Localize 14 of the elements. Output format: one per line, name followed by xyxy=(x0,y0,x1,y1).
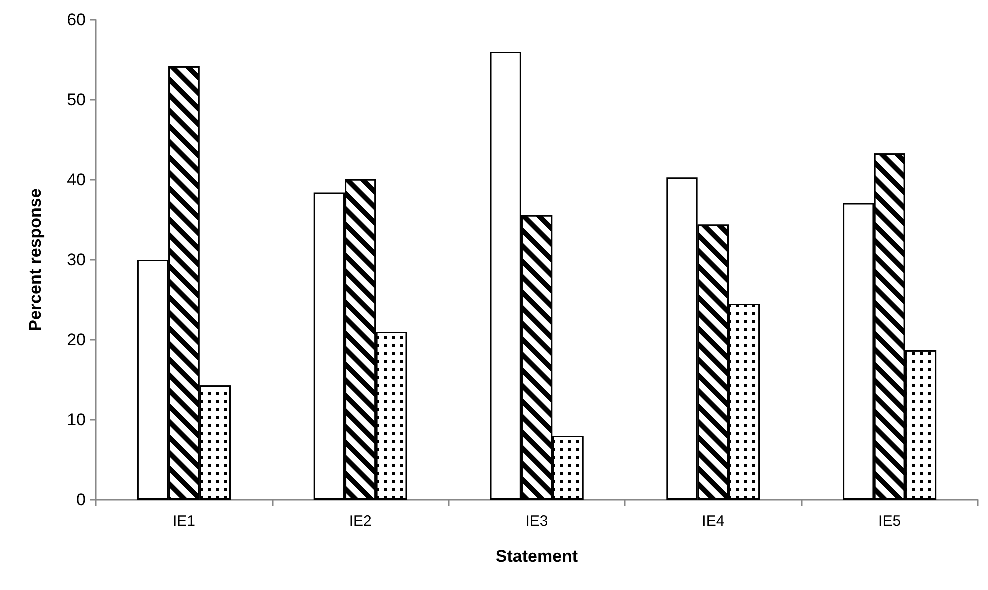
x-tick-label: IE4 xyxy=(702,513,725,530)
x-tick-label: IE2 xyxy=(349,513,372,530)
y-tick-label: 0 xyxy=(76,490,86,510)
x-tick-label: IE3 xyxy=(526,513,548,530)
y-tick-label: 20 xyxy=(67,330,86,350)
y-tick-label: 60 xyxy=(67,10,86,30)
x-tick-label: IE1 xyxy=(172,513,196,530)
x-tick-label: IE5 xyxy=(878,513,902,530)
y-tick-label: 40 xyxy=(67,170,86,190)
y-tick-label: 50 xyxy=(67,90,86,110)
y-axis-title: Percent response xyxy=(26,188,45,332)
y-tick-label: 10 xyxy=(67,410,86,430)
y-tick-label: 30 xyxy=(67,250,86,270)
x-axis-title: Statement xyxy=(496,547,578,566)
